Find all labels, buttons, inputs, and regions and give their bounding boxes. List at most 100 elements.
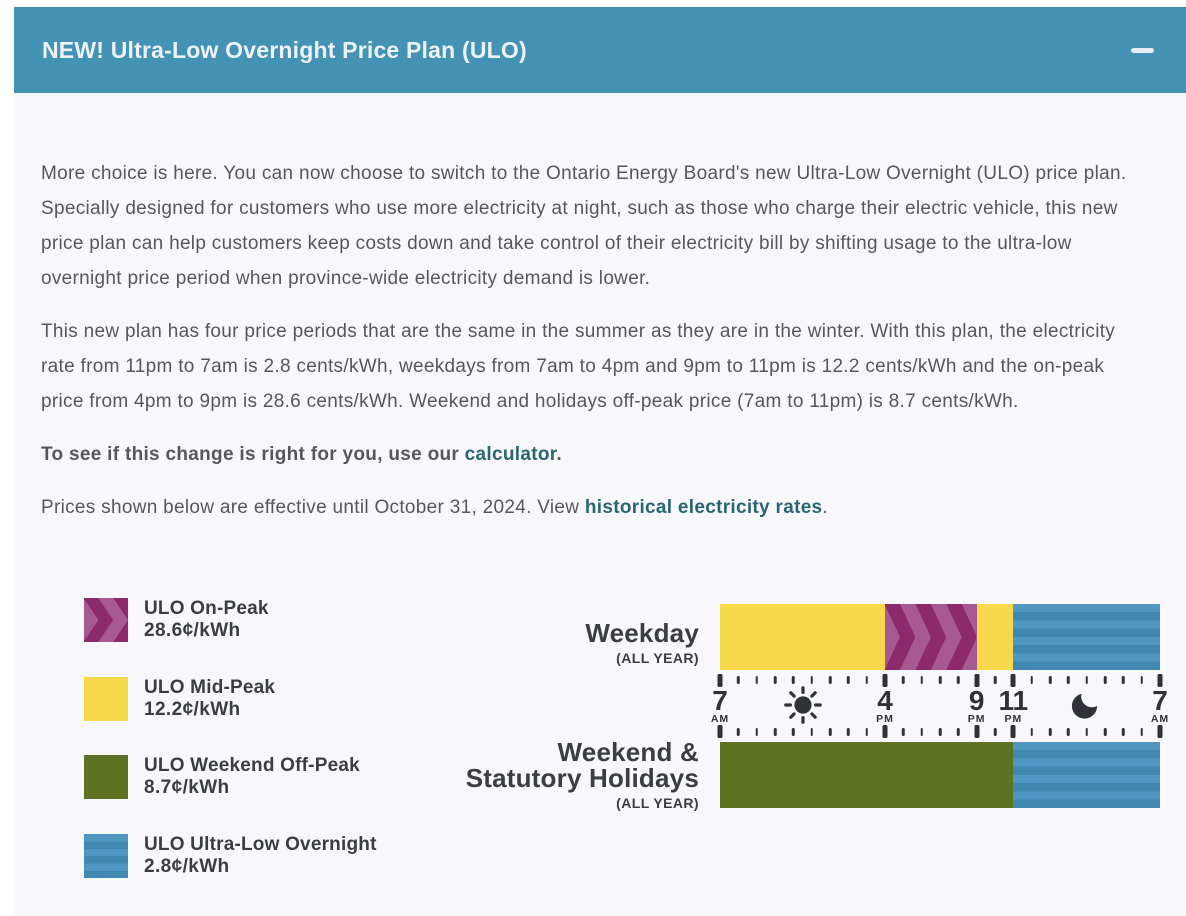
minor-tick	[902, 728, 905, 736]
segment-ulo	[1013, 742, 1160, 808]
axis-meridiem: AM	[710, 713, 730, 725]
intro-paragraph: More choice is here. You can now choose …	[41, 163, 1127, 289]
minor-tick	[957, 728, 960, 736]
minor-tick	[1140, 676, 1143, 684]
timeline-bars	[720, 590, 1160, 840]
minor-tick	[993, 728, 997, 736]
legend-text: ULO Mid-Peak 12.2¢/kWh	[144, 677, 275, 721]
legend-item: ULO Weekend Off-Peak 8.7¢/kWh	[84, 755, 377, 799]
axis-hour-number: 11	[998, 685, 1029, 716]
sun-glyph	[783, 686, 822, 724]
axis-meridiem: PM	[876, 713, 894, 725]
moon-glyph	[1071, 693, 1097, 719]
major-tick	[1010, 674, 1016, 687]
historical-rates-link[interactable]: historical electricity rates	[584, 497, 823, 518]
axis-meridiem: PM	[1004, 713, 1023, 725]
major-tick	[1010, 725, 1016, 738]
legend-item: ULO On-Peak 28.6¢/kWh	[84, 598, 377, 642]
minor-tick	[828, 728, 832, 736]
time-axis: 7 AM 4 PM 9 PM 11 PM 7 AM	[711, 670, 1168, 742]
accordion-title: NEW! Ultra-Low Overnight Price Plan (ULO…	[42, 36, 527, 63]
legend-text: ULO On-Peak 28.6¢/kWh	[144, 598, 269, 642]
minor-tick	[1048, 676, 1052, 684]
segment-weekend	[720, 742, 1014, 808]
axis-hour-number: 9	[968, 685, 985, 716]
collapse-button[interactable]	[1122, 30, 1162, 70]
legend-swatch-mid	[84, 676, 128, 721]
minor-tick	[865, 676, 868, 684]
row-label-line: Statutory Holidays	[465, 763, 699, 793]
row-label-line: Weekend &	[557, 737, 699, 767]
legend-label: ULO Mid-Peak	[144, 676, 276, 698]
minor-tick	[1085, 676, 1088, 684]
chart-legend: ULO On-Peak 28.6¢/kWh ULO Mid-Peak 12.2¢/kW…	[84, 598, 377, 878]
chevron-pattern	[84, 598, 128, 642]
minor-tick	[773, 728, 777, 736]
effective-date-text: Prices shown below are effective until O…	[41, 497, 585, 518]
legend-price: 2.8¢/kWh	[144, 855, 230, 877]
sun-icon	[782, 684, 824, 726]
legend-item: ULO Ultra-Low Overnight 2.8¢/kWh	[84, 833, 377, 878]
minor-tick	[957, 676, 960, 684]
major-tick	[882, 725, 888, 738]
row-label-weekend: Weekend & Statutory Holidays (ALL YEAR)	[41, 739, 699, 811]
legend-swatch-weekend	[84, 755, 128, 799]
axis-time-label: 7 AM	[1151, 685, 1169, 725]
segment-ulo	[1013, 604, 1160, 670]
minor-tick	[847, 676, 850, 684]
minor-tick	[1048, 728, 1052, 736]
minor-tick	[1030, 676, 1033, 684]
effective-date-paragraph: Prices shown below are effective until O…	[41, 490, 1146, 525]
minor-tick	[737, 728, 740, 736]
accordion-header[interactable]: NEW! Ultra-Low Overnight Price Plan (ULO…	[14, 7, 1186, 93]
major-tick	[717, 725, 723, 738]
segment-mid	[720, 604, 885, 670]
calculator-link[interactable]: calculator	[464, 444, 557, 465]
minor-tick	[902, 676, 905, 684]
timeline-bar-weekend	[720, 742, 1160, 808]
minor-tick	[920, 728, 923, 736]
price-plan-chart: ULO On-Peak 28.6¢/kWh ULO Mid-Peak 12.2¢/kW…	[41, 590, 1168, 878]
minor-tick	[1122, 728, 1125, 736]
legend-price: 8.7¢/kWh	[144, 777, 230, 798]
minor-tick	[828, 676, 832, 684]
panel-content: More choice is here. You can now choose …	[41, 93, 1168, 878]
axis-time-label: 9 PM	[968, 685, 986, 725]
cta-period: .	[556, 444, 562, 465]
rates-paragraph: This new plan has four price periods tha…	[41, 321, 1116, 412]
minor-tick	[792, 728, 795, 736]
minor-tick	[865, 728, 868, 736]
legend-item: ULO Mid-Peak 12.2¢/kWh	[84, 676, 377, 721]
legend-label: ULO Weekend Off-Peak	[144, 755, 360, 776]
minor-tick	[1122, 676, 1125, 684]
minor-tick	[755, 676, 758, 684]
axis-hour-number: 4	[877, 685, 893, 716]
minor-tick	[810, 676, 813, 684]
legend-price: 12.2¢/kWh	[144, 698, 241, 720]
axis-hour-number: 7	[1152, 685, 1168, 716]
minor-tick	[1067, 728, 1070, 736]
minor-tick	[755, 728, 758, 736]
segment-on	[885, 604, 977, 670]
legend-text: ULO Weekend Off-Peak 8.7¢/kWh	[144, 755, 360, 799]
axis-time-label: 4 PM	[876, 685, 894, 725]
timeline-bar-weekday	[720, 604, 1160, 670]
minor-tick	[938, 728, 942, 736]
axis-time-label: 11 PM	[998, 685, 1029, 725]
chevron-pattern	[885, 604, 977, 670]
minor-tick	[1067, 676, 1070, 684]
minor-tick	[810, 728, 813, 736]
effective-date-period: .	[822, 497, 829, 518]
major-tick	[717, 674, 723, 687]
legend-price: 28.6¢/kWh	[144, 620, 241, 641]
legend-label: ULO Ultra-Low Overnight	[144, 833, 377, 855]
row-sublabel: (ALL YEAR)	[616, 795, 699, 811]
major-tick	[974, 725, 980, 738]
major-tick	[882, 674, 888, 687]
legend-label: ULO On-Peak	[144, 598, 269, 619]
moon-icon	[1070, 688, 1104, 722]
minor-tick	[920, 676, 923, 684]
axis-time-label: 7 AM	[710, 687, 730, 725]
minor-tick	[1103, 728, 1107, 736]
